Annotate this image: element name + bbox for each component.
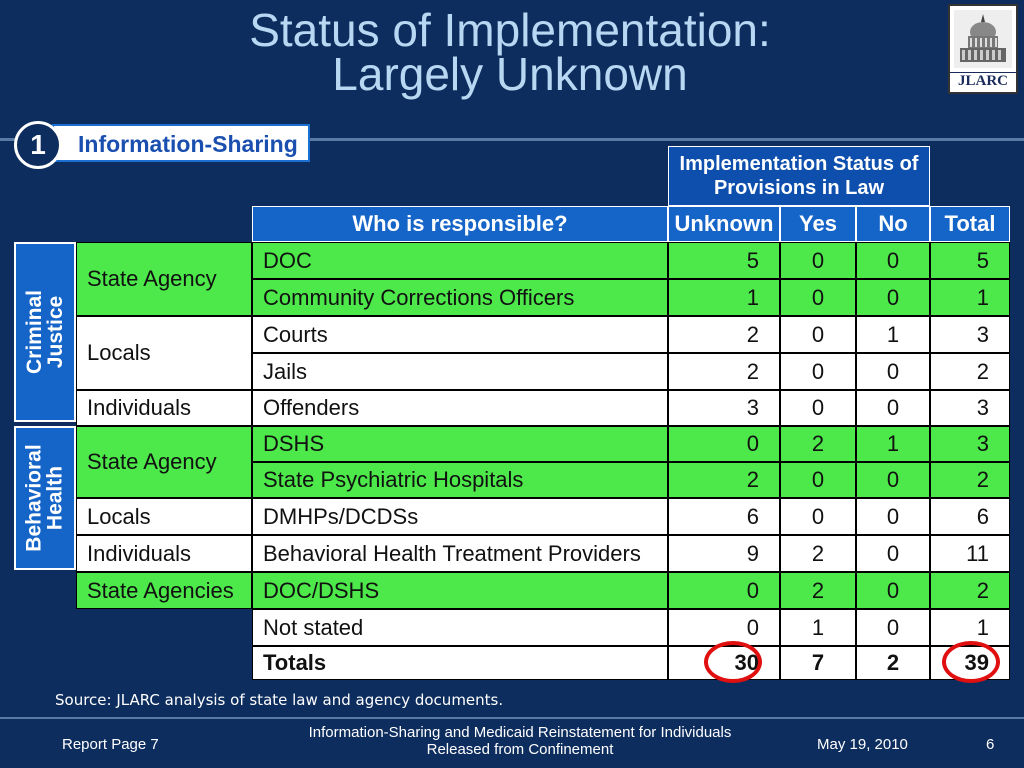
footer-page-number: 6 [986, 736, 995, 753]
col-header-unknown: Unknown [668, 206, 780, 242]
row-unknown: 9 [668, 535, 780, 572]
logo-text: JLARC [950, 72, 1016, 90]
totals-yes: 7 [780, 646, 856, 680]
row-no: 0 [856, 353, 930, 390]
row-unknown: 0 [668, 572, 780, 609]
row-unknown: 6 [668, 498, 780, 535]
row-total: 11 [930, 535, 1010, 572]
row-unknown: 2 [668, 462, 780, 498]
title-line-1: Status of Implementation: [249, 4, 771, 56]
row-no: 0 [856, 609, 930, 646]
row-unknown: 5 [668, 242, 780, 279]
col-header-who: Who is responsible? [252, 206, 668, 242]
row-who: DMHPs/DCDSs [252, 498, 668, 535]
row-total: 1 [930, 609, 1010, 646]
row-no: 1 [856, 426, 930, 462]
group-criminal-justice: Criminal Justice [14, 242, 76, 422]
category-cell: Individuals [76, 390, 252, 426]
section-label: Information-Sharing [52, 124, 310, 162]
row-who: State Psychiatric Hospitals [252, 462, 668, 498]
row-total: 5 [930, 242, 1010, 279]
row-total: 2 [930, 353, 1010, 390]
row-yes: 0 [780, 462, 856, 498]
row-total: 6 [930, 498, 1010, 535]
category-cell: State Agencies [76, 572, 252, 609]
slide-title: Status of Implementation: Largely Unknow… [120, 4, 900, 100]
title-divider [0, 138, 1024, 141]
row-yes: 0 [780, 390, 856, 426]
row-total: 2 [930, 572, 1010, 609]
category-cell: Locals [76, 316, 252, 390]
row-who: Offenders [252, 390, 668, 426]
jlarc-logo: JLARC [948, 4, 1018, 94]
footer-divider [0, 717, 1024, 719]
source-note: Source: JLARC analysis of state law and … [55, 691, 504, 709]
row-total: 3 [930, 426, 1010, 462]
row-total: 3 [930, 390, 1010, 426]
row-yes: 0 [780, 353, 856, 390]
row-who: DOC [252, 242, 668, 279]
highlight-circle-unknown [704, 641, 762, 683]
highlight-circle-total [942, 641, 1000, 683]
row-no: 0 [856, 390, 930, 426]
group-behavioral-health-label: Behavioral Health [23, 444, 68, 552]
row-yes: 2 [780, 426, 856, 462]
category-cell: Individuals [76, 535, 252, 572]
row-no: 0 [856, 462, 930, 498]
row-no: 0 [856, 279, 930, 316]
row-unknown: 3 [668, 390, 780, 426]
row-who: Community Corrections Officers [252, 279, 668, 316]
col-header-no: No [856, 206, 930, 242]
section-number-badge: 1 [14, 121, 62, 169]
category-cell: State Agency [76, 242, 252, 316]
row-unknown: 0 [668, 609, 780, 646]
row-no: 0 [856, 242, 930, 279]
title-line-2: Largely Unknown [332, 48, 688, 100]
group-behavioral-health: Behavioral Health [14, 426, 76, 570]
row-who: Behavioral Health Treatment Providers [252, 535, 668, 572]
row-no: 1 [856, 316, 930, 353]
row-no: 0 [856, 535, 930, 572]
row-yes: 1 [780, 609, 856, 646]
footer-center-title: Information-Sharing and Medicaid Reinsta… [308, 724, 732, 758]
row-yes: 0 [780, 316, 856, 353]
row-who: DSHS [252, 426, 668, 462]
row-no: 0 [856, 498, 930, 535]
category-cell: State Agency [76, 426, 252, 498]
row-unknown: 0 [668, 426, 780, 462]
totals-no: 2 [856, 646, 930, 680]
status-header: Implementation Status of Provisions in L… [668, 146, 930, 206]
row-yes: 2 [780, 535, 856, 572]
footer-report-page: Report Page 7 [62, 736, 159, 753]
row-total: 1 [930, 279, 1010, 316]
row-yes: 0 [780, 242, 856, 279]
row-yes: 0 [780, 279, 856, 316]
row-who: Not stated [252, 609, 668, 646]
row-yes: 0 [780, 498, 856, 535]
row-unknown: 1 [668, 279, 780, 316]
row-who: DOC/DSHS [252, 572, 668, 609]
footer-date: May 19, 2010 [817, 736, 908, 753]
col-header-yes: Yes [780, 206, 856, 242]
category-cell: Locals [76, 498, 252, 535]
row-total: 3 [930, 316, 1010, 353]
row-unknown: 2 [668, 353, 780, 390]
totals-label: Totals [252, 646, 668, 680]
capitol-dome-icon [954, 10, 1012, 68]
row-unknown: 2 [668, 316, 780, 353]
group-criminal-justice-label: Criminal Justice [23, 289, 67, 375]
row-yes: 2 [780, 572, 856, 609]
row-who: Courts [252, 316, 668, 353]
col-header-total: Total [930, 206, 1010, 242]
row-total: 2 [930, 462, 1010, 498]
row-who: Jails [252, 353, 668, 390]
row-no: 0 [856, 572, 930, 609]
